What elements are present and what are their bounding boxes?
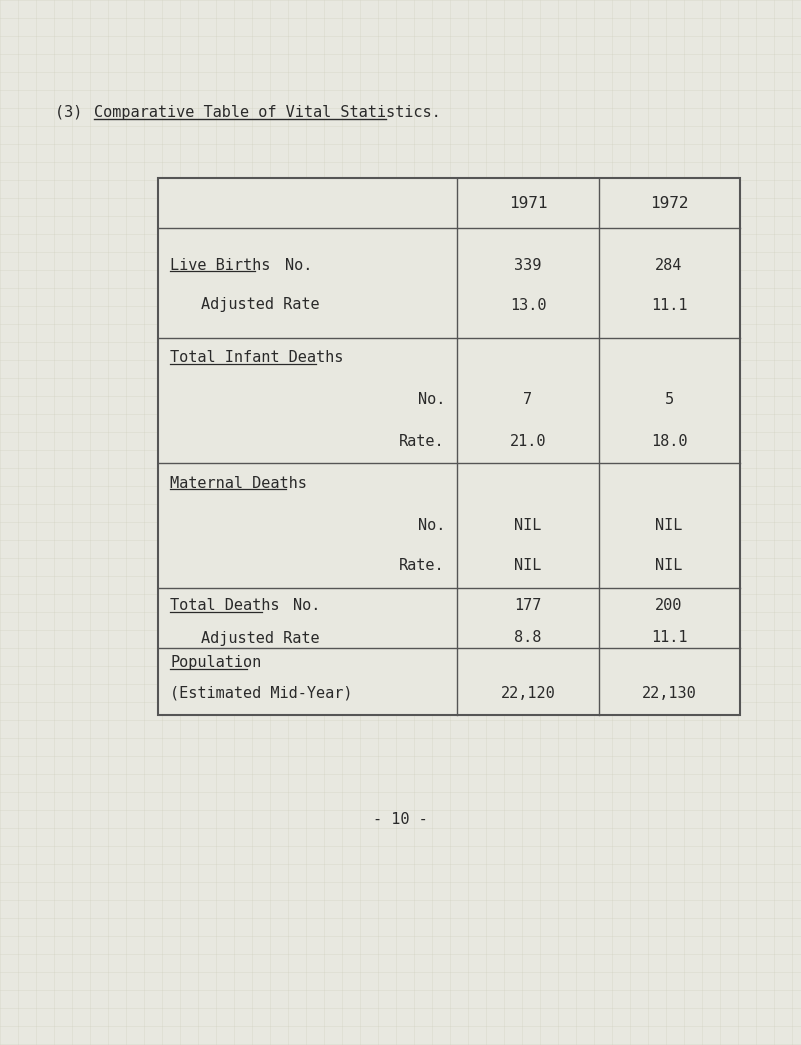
Text: 1972: 1972 xyxy=(650,195,688,210)
Text: - 10 -: - 10 - xyxy=(372,813,428,828)
Text: 5: 5 xyxy=(665,393,674,408)
Text: 284: 284 xyxy=(655,257,682,273)
Text: NIL: NIL xyxy=(514,557,541,573)
Text: Population: Population xyxy=(170,655,261,671)
Text: Maternal Deaths: Maternal Deaths xyxy=(170,475,307,490)
Text: 22,130: 22,130 xyxy=(642,686,696,700)
Text: NIL: NIL xyxy=(514,517,541,533)
Text: No.: No. xyxy=(285,257,313,273)
Text: No.: No. xyxy=(293,599,320,613)
Text: (3): (3) xyxy=(55,104,101,119)
Text: Total Infant Deaths: Total Infant Deaths xyxy=(170,350,344,366)
Text: NIL: NIL xyxy=(655,557,682,573)
Text: Adjusted Rate: Adjusted Rate xyxy=(201,630,320,646)
Text: Adjusted Rate: Adjusted Rate xyxy=(201,298,320,312)
Text: 339: 339 xyxy=(514,257,541,273)
Text: Rate.: Rate. xyxy=(400,557,445,573)
Text: 8.8: 8.8 xyxy=(514,630,541,646)
Text: No.: No. xyxy=(417,393,445,408)
Text: Live Births: Live Births xyxy=(170,257,271,273)
Text: (Estimated Mid-Year): (Estimated Mid-Year) xyxy=(170,686,352,700)
Text: 22,120: 22,120 xyxy=(501,686,555,700)
Text: 177: 177 xyxy=(514,599,541,613)
Text: 200: 200 xyxy=(655,599,682,613)
Text: Total Deaths: Total Deaths xyxy=(170,599,280,613)
Text: 11.1: 11.1 xyxy=(650,630,687,646)
Text: 13.0: 13.0 xyxy=(509,298,546,312)
Text: 18.0: 18.0 xyxy=(650,435,687,449)
Bar xyxy=(158,178,740,715)
Text: No.: No. xyxy=(417,517,445,533)
Text: 1971: 1971 xyxy=(509,195,547,210)
Text: NIL: NIL xyxy=(655,517,682,533)
Text: 7: 7 xyxy=(523,393,533,408)
Text: Comparative Table of Vital Statistics.: Comparative Table of Vital Statistics. xyxy=(94,104,441,119)
Text: 21.0: 21.0 xyxy=(509,435,546,449)
Text: 11.1: 11.1 xyxy=(650,298,687,312)
Text: Rate.: Rate. xyxy=(400,435,445,449)
